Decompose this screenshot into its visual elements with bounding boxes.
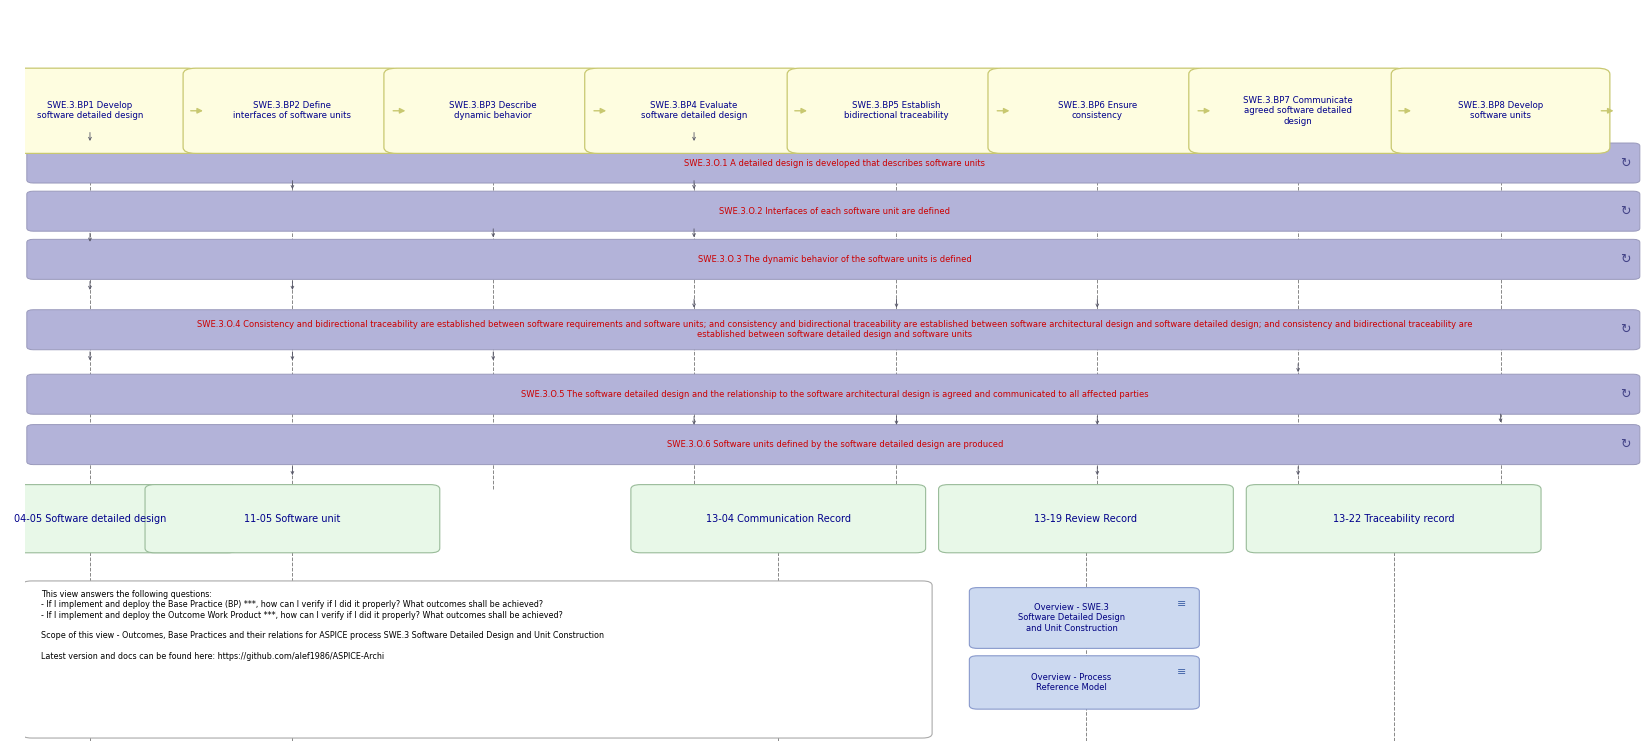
Text: 13-04 Communication Record: 13-04 Communication Record bbox=[706, 514, 850, 524]
Text: SWE.3.O.2 Interfaces of each software unit are defined: SWE.3.O.2 Interfaces of each software un… bbox=[719, 207, 951, 216]
FancyBboxPatch shape bbox=[1247, 485, 1541, 553]
FancyBboxPatch shape bbox=[969, 656, 1199, 709]
Text: ↻: ↻ bbox=[1620, 205, 1630, 218]
FancyBboxPatch shape bbox=[26, 143, 1640, 183]
Text: SWE.3.BP8 Develop
software units: SWE.3.BP8 Develop software units bbox=[1457, 101, 1543, 121]
Text: ↻: ↻ bbox=[1620, 253, 1630, 266]
FancyBboxPatch shape bbox=[26, 191, 1640, 231]
Text: 11-05 Software unit: 11-05 Software unit bbox=[243, 514, 341, 524]
Text: Overview - SWE.3
Software Detailed Design
and Unit Construction: Overview - SWE.3 Software Detailed Desig… bbox=[1018, 603, 1125, 633]
Text: SWE.3.O.4 Consistency and bidirectional traceability are established between sof: SWE.3.O.4 Consistency and bidirectional … bbox=[197, 320, 1472, 339]
FancyBboxPatch shape bbox=[183, 68, 401, 153]
Text: 13-19 Review Record: 13-19 Review Record bbox=[1035, 514, 1137, 524]
Text: SWE.3.BP4 Evaluate
software detailed design: SWE.3.BP4 Evaluate software detailed des… bbox=[642, 101, 747, 121]
FancyBboxPatch shape bbox=[26, 239, 1640, 279]
FancyBboxPatch shape bbox=[0, 68, 199, 153]
Text: SWE.3.O.5 The software detailed design and the relationship to the software arch: SWE.3.O.5 The software detailed design a… bbox=[521, 390, 1148, 399]
FancyBboxPatch shape bbox=[26, 374, 1640, 414]
Text: SWE.3.O.3 The dynamic behavior of the software units is defined: SWE.3.O.3 The dynamic behavior of the so… bbox=[697, 255, 972, 264]
Text: SWE.3.BP2 Define
interfaces of software units: SWE.3.BP2 Define interfaces of software … bbox=[234, 101, 352, 121]
FancyBboxPatch shape bbox=[0, 485, 237, 553]
Text: ≡: ≡ bbox=[1176, 667, 1186, 677]
Text: SWE.3.BP1 Develop
software detailed design: SWE.3.BP1 Develop software detailed desi… bbox=[36, 101, 143, 121]
Text: SWE.3.O.1 A detailed design is developed that describes software units: SWE.3.O.1 A detailed design is developed… bbox=[684, 159, 985, 167]
Text: This view answers the following questions:
- If I implement and deploy the Base : This view answers the following question… bbox=[41, 590, 604, 661]
FancyBboxPatch shape bbox=[584, 68, 803, 153]
FancyBboxPatch shape bbox=[989, 68, 1207, 153]
FancyBboxPatch shape bbox=[26, 425, 1640, 465]
FancyBboxPatch shape bbox=[1189, 68, 1408, 153]
FancyBboxPatch shape bbox=[383, 68, 602, 153]
Text: ↻: ↻ bbox=[1620, 323, 1630, 336]
Text: 13-22 Traceability record: 13-22 Traceability record bbox=[1332, 514, 1454, 524]
Text: Overview - Process
Reference Model: Overview - Process Reference Model bbox=[1031, 673, 1112, 692]
FancyBboxPatch shape bbox=[21, 581, 933, 738]
Text: ↻: ↻ bbox=[1620, 156, 1630, 170]
Text: SWE.3.BP7 Communicate
agreed software detailed
design: SWE.3.BP7 Communicate agreed software de… bbox=[1244, 96, 1352, 126]
Text: SWE.3.BP5 Establish
bidirectional traceability: SWE.3.BP5 Establish bidirectional tracea… bbox=[844, 101, 949, 121]
Text: 04-05 Software detailed design: 04-05 Software detailed design bbox=[13, 514, 166, 524]
FancyBboxPatch shape bbox=[788, 68, 1005, 153]
Text: SWE.3.O.6 Software units defined by the software detailed design are produced: SWE.3.O.6 Software units defined by the … bbox=[666, 440, 1003, 449]
FancyBboxPatch shape bbox=[632, 485, 926, 553]
FancyBboxPatch shape bbox=[939, 485, 1234, 553]
Text: ↻: ↻ bbox=[1620, 438, 1630, 451]
FancyBboxPatch shape bbox=[26, 310, 1640, 350]
FancyBboxPatch shape bbox=[969, 588, 1199, 648]
FancyBboxPatch shape bbox=[145, 485, 439, 553]
Text: SWE.3.BP3 Describe
dynamic behavior: SWE.3.BP3 Describe dynamic behavior bbox=[449, 101, 536, 121]
Text: ≡: ≡ bbox=[1176, 599, 1186, 608]
FancyBboxPatch shape bbox=[1392, 68, 1610, 153]
Text: SWE.3.BP6 Ensure
consistency: SWE.3.BP6 Ensure consistency bbox=[1058, 101, 1137, 121]
Text: ↻: ↻ bbox=[1620, 388, 1630, 401]
